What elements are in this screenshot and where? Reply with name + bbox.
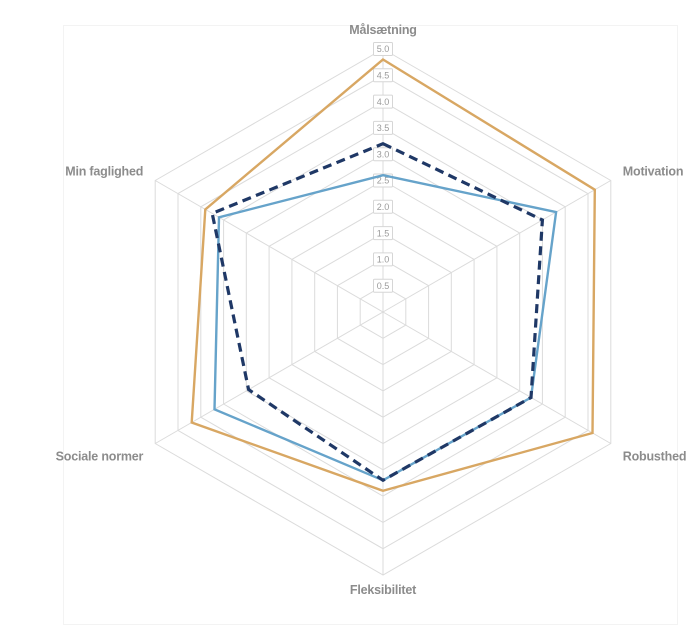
tick-label: 3.0 bbox=[377, 149, 390, 159]
axis-label-5: Sociale normer bbox=[56, 450, 144, 464]
axis-spoke bbox=[382, 311, 612, 444]
tick-label: 3.5 bbox=[377, 123, 390, 133]
axis-spoke bbox=[154, 180, 384, 313]
axis-spoke bbox=[382, 180, 612, 313]
tick-label-box bbox=[373, 226, 393, 241]
tick-label-box bbox=[373, 199, 393, 214]
axis-label-1: Målsætning bbox=[349, 23, 416, 37]
series-blue-solid-polygon bbox=[213, 173, 558, 482]
series-tan-solid-polygon bbox=[190, 58, 597, 493]
tick-label: 1.0 bbox=[377, 255, 390, 265]
tick-label-box bbox=[373, 68, 393, 83]
axis-label-6: Min faglighed bbox=[65, 165, 143, 179]
tick-label: 0.5 bbox=[377, 281, 390, 291]
tick-label: 2.5 bbox=[377, 176, 390, 186]
series-navy-dashed-polygon bbox=[210, 141, 545, 483]
tick-label-box bbox=[373, 94, 393, 109]
tick-label-box bbox=[373, 42, 393, 56]
tick-label: 5.0 bbox=[377, 44, 390, 54]
tick-label-box bbox=[373, 120, 393, 135]
tick-label: 4.0 bbox=[377, 97, 390, 107]
tick-label-box bbox=[373, 278, 393, 293]
tick-label: 4.5 bbox=[377, 71, 390, 81]
tick-label-box bbox=[373, 147, 393, 162]
tick-label: 1.5 bbox=[377, 228, 390, 238]
tick-label-box bbox=[373, 252, 393, 267]
axis-label-2: Motivation bbox=[623, 165, 684, 179]
axis-label-3: Robusthed bbox=[623, 450, 686, 464]
axis-spoke bbox=[154, 311, 384, 444]
tick-label: 2.0 bbox=[377, 202, 390, 212]
axis-label-4: Fleksibilitet bbox=[350, 583, 417, 597]
